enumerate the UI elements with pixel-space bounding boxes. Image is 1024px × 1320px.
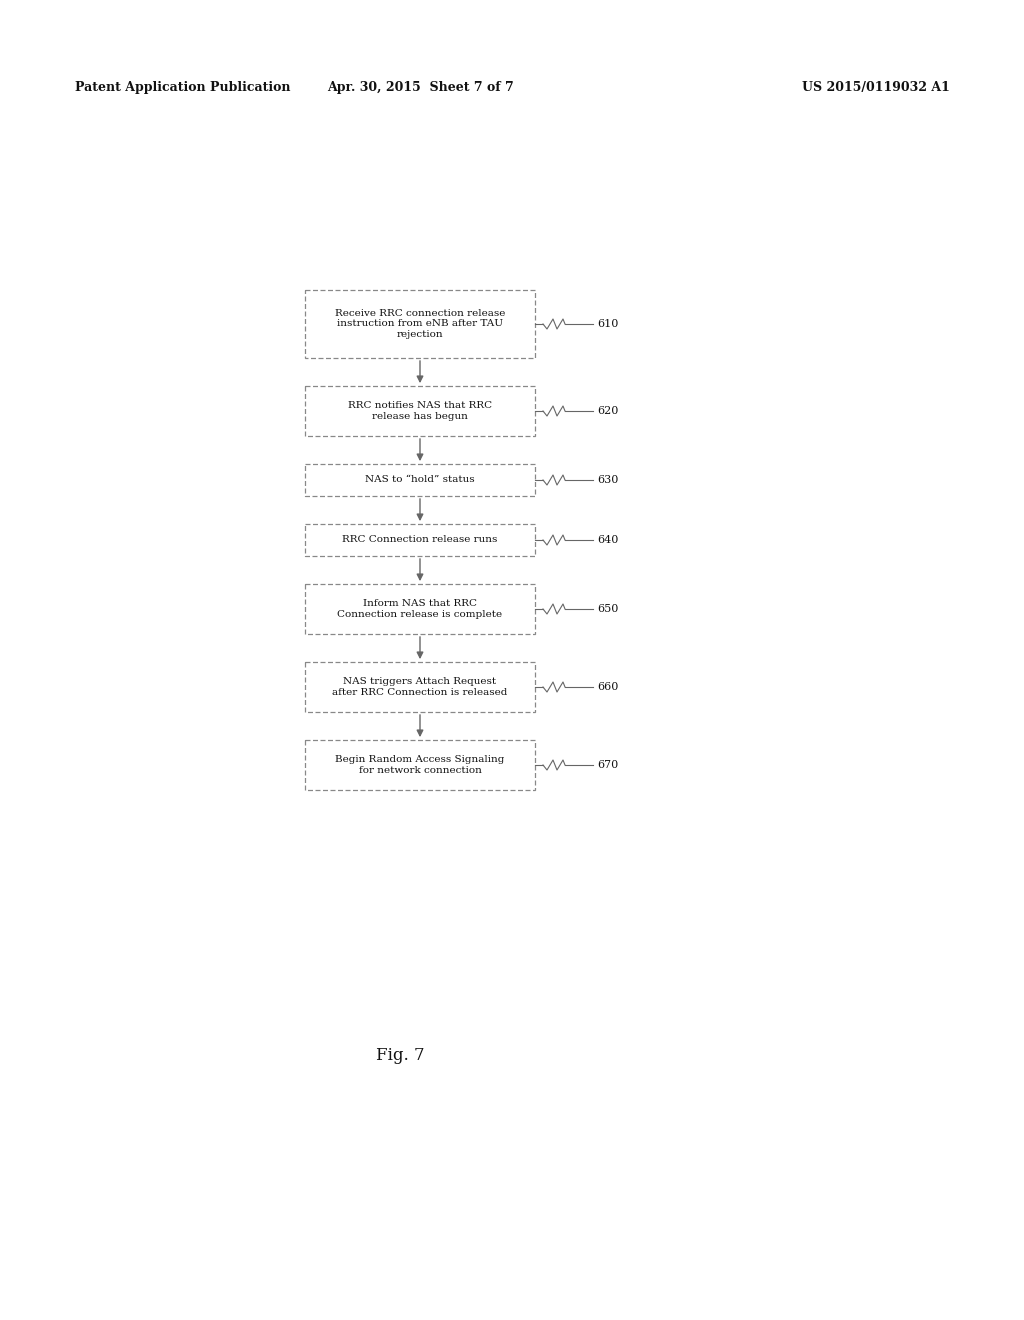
Bar [305,465,535,496]
Text: Patent Application Publication: Patent Application Publication [75,82,291,95]
Text: NAS to “hold” status: NAS to “hold” status [366,475,475,484]
Text: 620: 620 [597,407,618,416]
Text: NAS triggers Attach Request
after RRC Connection is released: NAS triggers Attach Request after RRC Co… [333,677,508,697]
Text: 650: 650 [597,605,618,614]
Bar [305,385,535,436]
Bar [305,663,535,711]
Text: 660: 660 [597,682,618,692]
Text: Begin Random Access Signaling
for network connection: Begin Random Access Signaling for networ… [335,755,505,775]
Text: Fig. 7: Fig. 7 [376,1047,424,1064]
Text: 640: 640 [597,535,618,545]
Text: RRC Connection release runs: RRC Connection release runs [342,536,498,544]
Text: Apr. 30, 2015  Sheet 7 of 7: Apr. 30, 2015 Sheet 7 of 7 [327,82,513,95]
Text: 610: 610 [597,319,618,329]
Bar [305,741,535,789]
Text: 630: 630 [597,475,618,484]
Text: US 2015/0119032 A1: US 2015/0119032 A1 [802,82,950,95]
Bar [305,290,535,358]
Bar [305,583,535,634]
Bar [305,524,535,556]
Text: Inform NAS that RRC
Connection release is complete: Inform NAS that RRC Connection release i… [338,599,503,619]
Text: 670: 670 [597,760,618,770]
Text: Receive RRC connection release
instruction from eNB after TAU
rejection: Receive RRC connection release instructi… [335,309,505,339]
Text: RRC notifies NAS that RRC
release has begun: RRC notifies NAS that RRC release has be… [348,401,493,421]
